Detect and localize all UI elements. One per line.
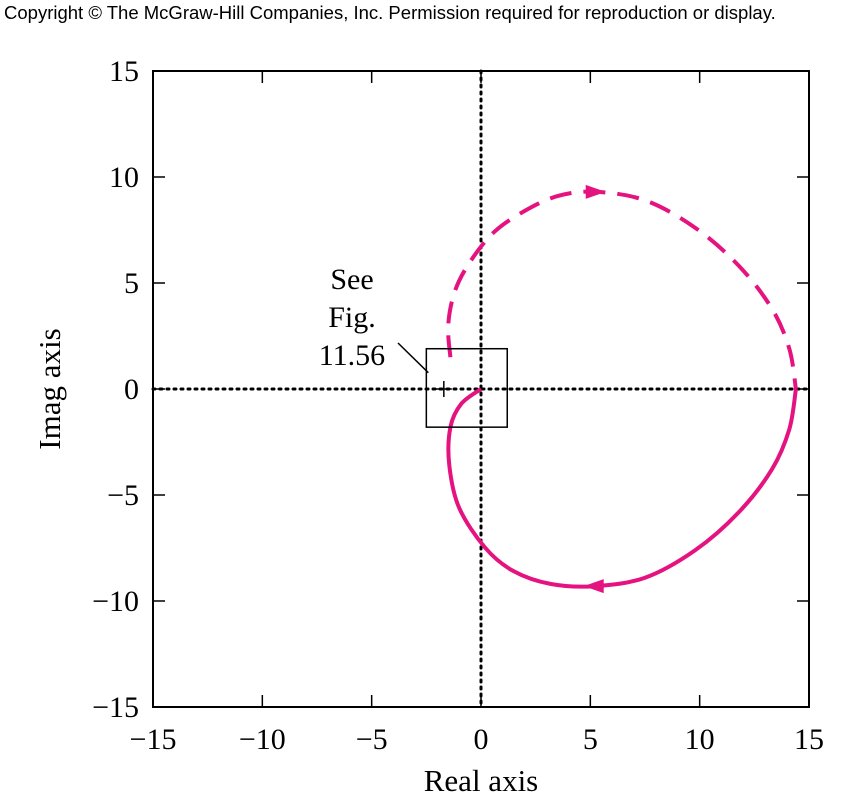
nyquist-curve-solid	[446, 387, 798, 589]
x-tick-label: 5	[583, 723, 598, 756]
y-tick-label: 15	[109, 55, 139, 88]
copyright-notice: Copyright © The McGraw-Hill Companies, I…	[4, 2, 776, 23]
x-axis-title: Real axis	[424, 763, 539, 797]
y-tick-label: −5	[107, 479, 139, 512]
axis-ticks	[152, 70, 810, 708]
y-axis-title: Imag axis	[32, 328, 67, 449]
plot-markers	[435, 184, 606, 594]
x-tick-label: 0	[474, 723, 489, 756]
nyquist-curve-dashed	[446, 189, 798, 390]
y-tick-label: −15	[92, 691, 139, 724]
y-tick-label: 5	[124, 267, 139, 300]
annotation-text: See	[330, 263, 373, 296]
x-tick-label: 10	[685, 723, 715, 756]
x-tick-label: −15	[130, 723, 177, 756]
plot-annotations: See Fig. 11.56	[319, 263, 508, 428]
annotation-text: 11.56	[319, 339, 385, 372]
annotation-leader-line	[397, 342, 429, 374]
axis-tick-labels: −15 −10 −5 0 5 10 15 −15 −10 −5 0 5 10 15	[92, 55, 824, 756]
x-tick-label: 15	[794, 723, 824, 756]
y-tick-label: −10	[92, 585, 139, 618]
x-tick-label: −5	[356, 723, 388, 756]
annotation-text: Fig.	[328, 301, 376, 334]
y-tick-label: 0	[124, 373, 139, 406]
direction-arrow	[583, 579, 604, 594]
x-tick-label: −10	[239, 723, 286, 756]
direction-arrow	[585, 184, 606, 199]
y-tick-label: 10	[109, 161, 139, 194]
nyquist-curves	[446, 189, 798, 589]
zoom-box	[425, 347, 508, 428]
